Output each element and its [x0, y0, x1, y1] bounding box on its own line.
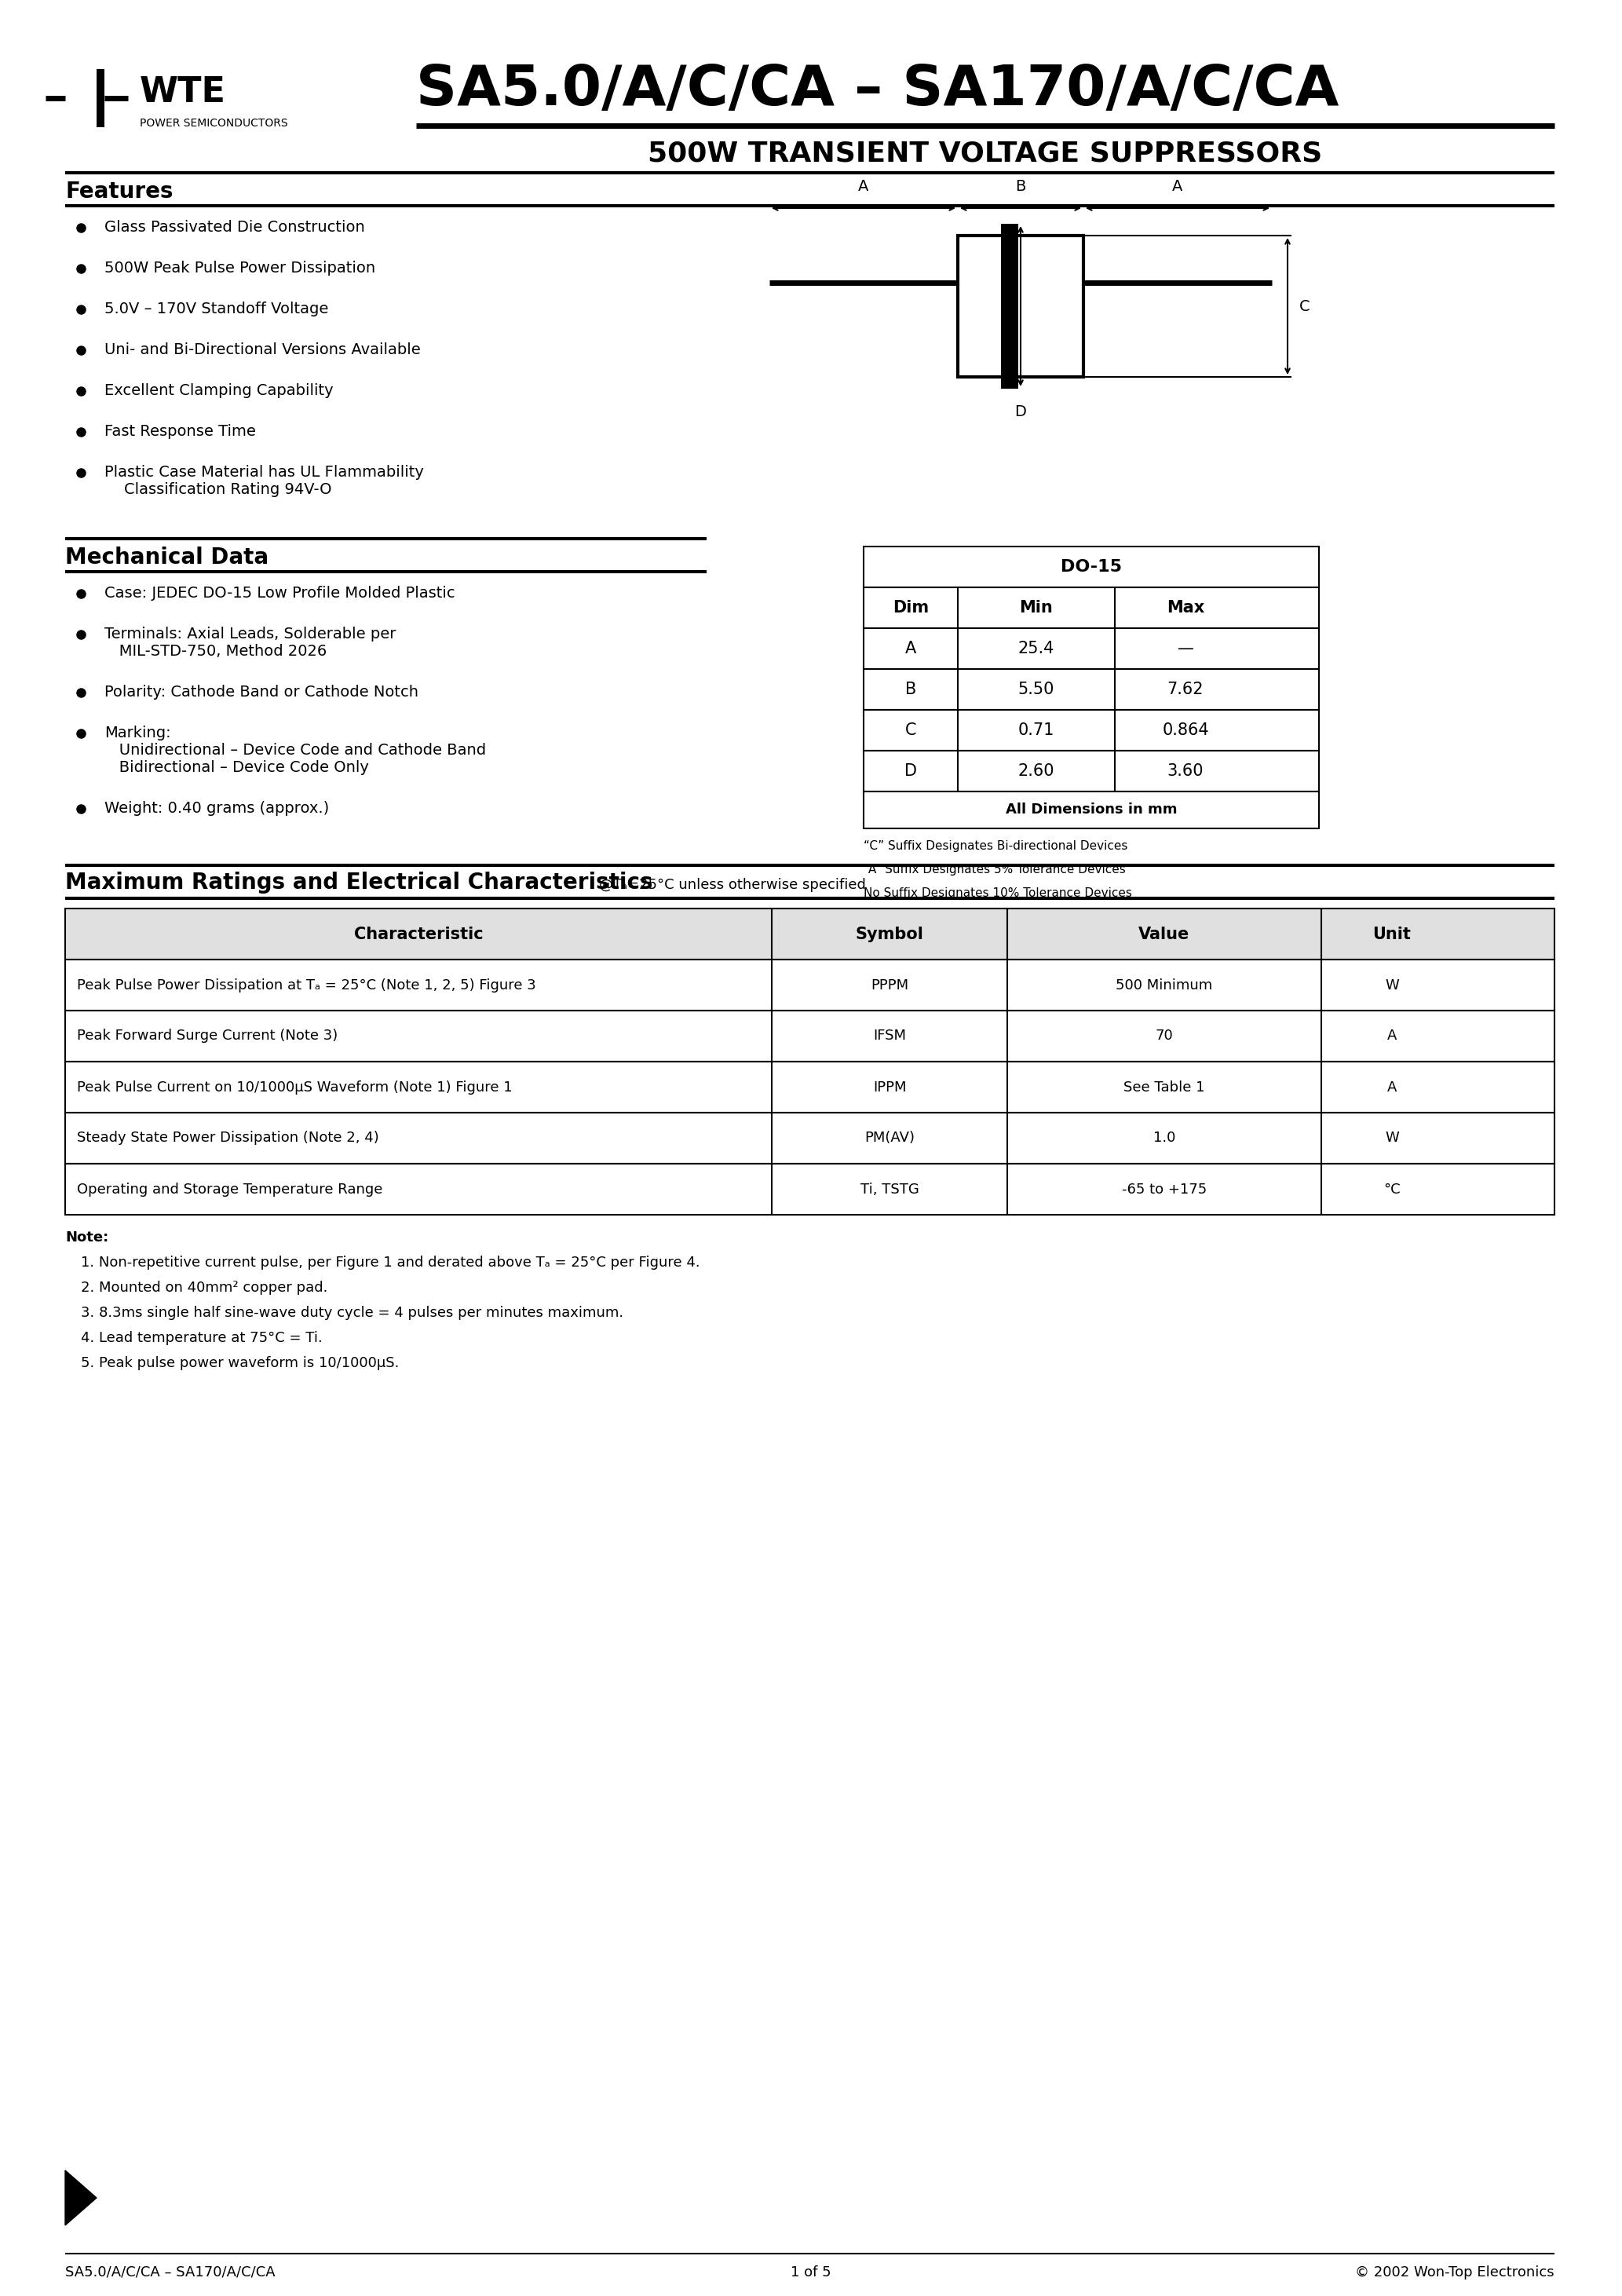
Text: Min: Min [1020, 599, 1053, 615]
Text: See Table 1: See Table 1 [1124, 1079, 1205, 1095]
Text: @Tₐ=25°C unless otherwise specified: @Tₐ=25°C unless otherwise specified [599, 877, 866, 893]
Text: B: B [1015, 179, 1025, 193]
Text: 3.60: 3.60 [1168, 762, 1204, 778]
Text: 0.864: 0.864 [1161, 723, 1208, 737]
Text: Peak Pulse Power Dissipation at Tₐ = 25°C (Note 1, 2, 5) Figure 3: Peak Pulse Power Dissipation at Tₐ = 25°… [76, 978, 535, 992]
Text: 2. Mounted on 40mm² copper pad.: 2. Mounted on 40mm² copper pad. [81, 1281, 328, 1295]
Bar [863, 668, 1319, 709]
Text: WTE: WTE [139, 76, 225, 110]
Text: 4. Lead temperature at 75°C = Ti.: 4. Lead temperature at 75°C = Ti. [81, 1332, 323, 1345]
Text: Maximum Ratings and Electrical Characteristics: Maximum Ratings and Electrical Character… [65, 872, 652, 893]
Text: -65 to +175: -65 to +175 [1122, 1182, 1207, 1196]
Text: 5.50: 5.50 [1019, 682, 1054, 698]
Bar [65, 960, 1554, 1010]
Text: Value: Value [1139, 925, 1191, 941]
Text: 1.0: 1.0 [1153, 1132, 1176, 1146]
Text: PM(AV): PM(AV) [865, 1132, 915, 1146]
Text: 500 Minimum: 500 Minimum [1116, 978, 1213, 992]
Text: All Dimensions in mm: All Dimensions in mm [1006, 804, 1178, 817]
Text: C: C [905, 723, 916, 737]
Text: 1. Non-repetitive current pulse, per Figure 1 and derated above Tₐ = 25°C per Fi: 1. Non-repetitive current pulse, per Fig… [81, 1256, 701, 1270]
Bar [959, 236, 1083, 377]
Text: Terminals: Axial Leads, Solderable per
   MIL-STD-750, Method 2026: Terminals: Axial Leads, Solderable per M… [104, 627, 396, 659]
Text: 5. Peak pulse power waveform is 10/1000μS.: 5. Peak pulse power waveform is 10/1000μ… [81, 1357, 399, 1371]
Text: SA5.0/A/C/CA – SA170/A/C/CA: SA5.0/A/C/CA – SA170/A/C/CA [65, 2266, 276, 2280]
Text: Characteristic: Characteristic [354, 925, 483, 941]
Bar [65, 1010, 1554, 1061]
Text: Unit: Unit [1372, 925, 1411, 941]
Text: Ti, TSTG: Ti, TSTG [860, 1182, 918, 1196]
Text: IFSM: IFSM [873, 1029, 907, 1042]
Text: “C” Suffix Designates Bi-directional Devices: “C” Suffix Designates Bi-directional Dev… [863, 840, 1127, 852]
Text: Peak Forward Surge Current (Note 3): Peak Forward Surge Current (Note 3) [76, 1029, 337, 1042]
Text: Weight: 0.40 grams (approx.): Weight: 0.40 grams (approx.) [104, 801, 329, 815]
Text: DO-15: DO-15 [1061, 560, 1122, 574]
Text: Glass Passivated Die Construction: Glass Passivated Die Construction [104, 220, 365, 234]
Text: D: D [1015, 404, 1027, 420]
Text: A: A [1173, 179, 1182, 193]
Text: Features: Features [65, 181, 174, 202]
Text: Mechanical Data: Mechanical Data [65, 546, 269, 569]
Text: Uni- and Bi-Directional Versions Available: Uni- and Bi-Directional Versions Availab… [104, 342, 420, 358]
Bar [863, 588, 1319, 629]
Bar [863, 546, 1319, 588]
Text: W: W [1385, 1132, 1398, 1146]
Bar [65, 909, 1554, 960]
Text: A: A [858, 179, 869, 193]
Text: B: B [905, 682, 916, 698]
Text: A: A [905, 641, 916, 657]
Text: D: D [905, 762, 916, 778]
Text: Symbol: Symbol [855, 925, 923, 941]
Text: Dim: Dim [892, 599, 929, 615]
Text: 70: 70 [1155, 1029, 1173, 1042]
Text: 7.62: 7.62 [1168, 682, 1204, 698]
Text: 500W TRANSIENT VOLTAGE SUPPRESSORS: 500W TRANSIENT VOLTAGE SUPPRESSORS [649, 140, 1322, 168]
Text: °C: °C [1384, 1182, 1400, 1196]
Text: Case: JEDEC DO-15 Low Profile Molded Plastic: Case: JEDEC DO-15 Low Profile Molded Pla… [104, 585, 456, 602]
Text: 1 of 5: 1 of 5 [792, 2266, 830, 2280]
Polygon shape [65, 2170, 97, 2225]
Bar [65, 1164, 1554, 1215]
Text: Fast Response Time: Fast Response Time [104, 425, 256, 439]
Text: IPPM: IPPM [873, 1079, 907, 1095]
Bar [863, 792, 1319, 829]
Text: SA5.0/A/C/CA – SA170/A/C/CA: SA5.0/A/C/CA – SA170/A/C/CA [417, 62, 1338, 117]
Bar [863, 629, 1319, 668]
Text: A: A [1387, 1029, 1397, 1042]
Text: Max: Max [1166, 599, 1205, 615]
Text: A: A [1387, 1079, 1397, 1095]
Text: 0.71: 0.71 [1019, 723, 1054, 737]
Text: 3. 8.3ms single half sine-wave duty cycle = 4 pulses per minutes maximum.: 3. 8.3ms single half sine-wave duty cycl… [81, 1306, 623, 1320]
Bar [863, 751, 1319, 792]
Text: C: C [1299, 298, 1311, 315]
Text: POWER SEMICONDUCTORS: POWER SEMICONDUCTORS [139, 117, 287, 129]
Text: Operating and Storage Temperature Range: Operating and Storage Temperature Range [76, 1182, 383, 1196]
Text: 5.0V – 170V Standoff Voltage: 5.0V – 170V Standoff Voltage [104, 301, 329, 317]
Text: Excellent Clamping Capability: Excellent Clamping Capability [104, 383, 334, 397]
Bar [65, 1061, 1554, 1114]
Bar [97, 69, 104, 126]
Text: © 2002 Won-Top Electronics: © 2002 Won-Top Electronics [1356, 2266, 1554, 2280]
Text: Marking:
   Unidirectional – Device Code and Cathode Band
   Bidirectional – Dev: Marking: Unidirectional – Device Code an… [104, 726, 487, 776]
Text: No Suffix Designates 10% Tolerance Devices: No Suffix Designates 10% Tolerance Devic… [863, 886, 1132, 900]
Text: PPPM: PPPM [871, 978, 908, 992]
Text: Polarity: Cathode Band or Cathode Notch: Polarity: Cathode Band or Cathode Notch [104, 684, 418, 700]
Text: —: — [1178, 641, 1194, 657]
Text: Note:: Note: [65, 1231, 109, 1244]
Text: Plastic Case Material has UL Flammability
    Classification Rating 94V-O: Plastic Case Material has UL Flammabilit… [104, 464, 423, 496]
Text: W: W [1385, 978, 1398, 992]
Bar [1001, 223, 1019, 388]
Text: Steady State Power Dissipation (Note 2, 4): Steady State Power Dissipation (Note 2, … [76, 1132, 380, 1146]
Text: 500W Peak Pulse Power Dissipation: 500W Peak Pulse Power Dissipation [104, 262, 375, 276]
Bar [863, 709, 1319, 751]
Text: Peak Pulse Current on 10/1000μS Waveform (Note 1) Figure 1: Peak Pulse Current on 10/1000μS Waveform… [76, 1079, 513, 1095]
Text: 2.60: 2.60 [1019, 762, 1054, 778]
Bar [65, 1114, 1554, 1164]
Text: 25.4: 25.4 [1019, 641, 1054, 657]
Text: “A” Suffix Designates 5% Tolerance Devices: “A” Suffix Designates 5% Tolerance Devic… [863, 863, 1126, 875]
